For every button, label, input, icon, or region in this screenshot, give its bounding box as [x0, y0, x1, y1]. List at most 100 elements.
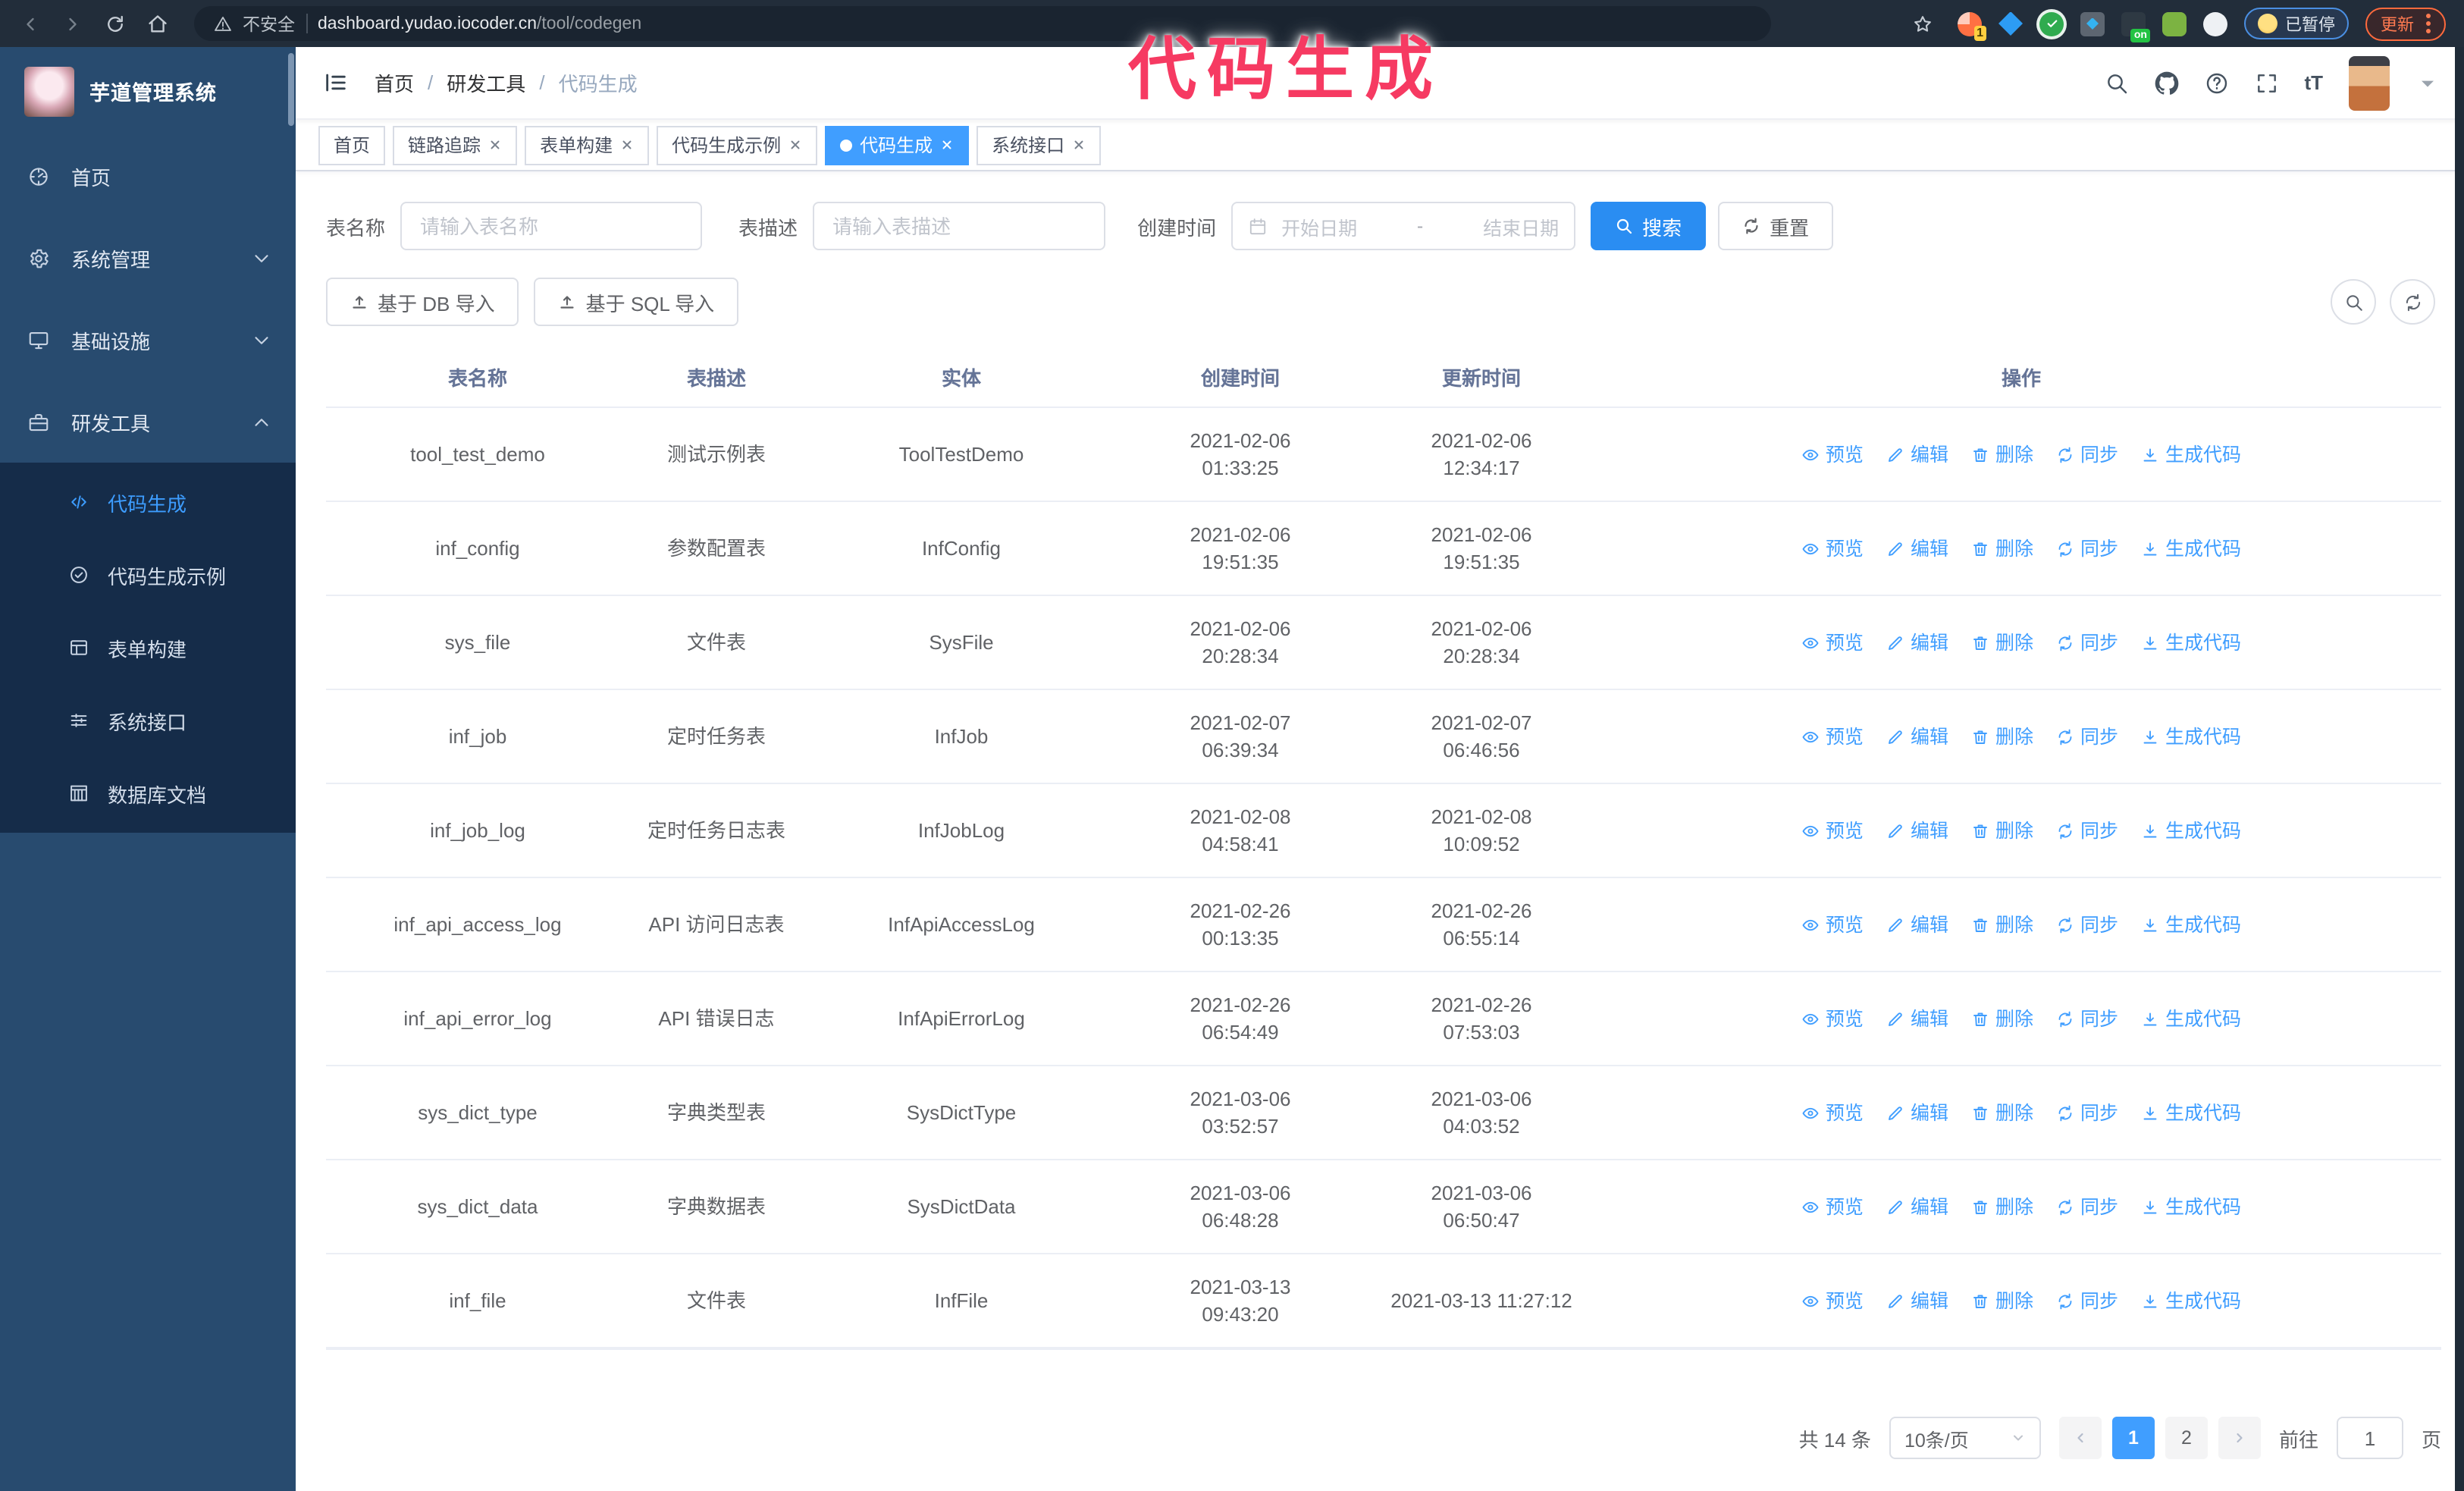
tab-codegen[interactable]: 代码生成 — [825, 125, 970, 165]
hamburger-icon[interactable] — [311, 58, 359, 107]
fullscreen-icon[interactable] — [2254, 71, 2278, 95]
app-logo[interactable]: 芋道管理系统 — [0, 47, 296, 135]
sidebar-item-codegen-example[interactable]: 代码生成示例 — [0, 538, 296, 611]
github-icon[interactable] — [2154, 71, 2178, 95]
sidebar-item-devtools[interactable]: 研发工具 — [0, 381, 296, 463]
browser-update-button[interactable]: 更新 — [2365, 7, 2446, 40]
search-icon[interactable] — [2104, 71, 2128, 95]
delete-link[interactable]: 删除 — [1971, 911, 2033, 938]
tab-home[interactable]: 首页 — [318, 125, 386, 165]
date-range-picker[interactable]: 开始日期 - 结束日期 — [1231, 202, 1576, 250]
sync-link[interactable]: 同步 — [2056, 535, 2118, 562]
sync-link[interactable]: 同步 — [2056, 1193, 2118, 1220]
extension-icon-orange[interactable]: 1 — [1958, 11, 1986, 40]
sync-link[interactable]: 同步 — [2056, 1099, 2118, 1126]
extension-icon-dark[interactable]: on — [2121, 11, 2150, 42]
reset-button[interactable]: 重置 — [1718, 202, 1834, 250]
sidebar-item-system[interactable]: 系统管理 — [0, 217, 296, 299]
close-icon[interactable] — [1072, 138, 1086, 152]
sidebar-item-db-doc[interactable]: 数据库文档 — [0, 757, 296, 830]
extension-icon-puzzle[interactable] — [2203, 11, 2227, 36]
extension-icon-green[interactable] — [2162, 11, 2187, 36]
edit-link[interactable]: 编辑 — [1886, 535, 1948, 562]
close-icon[interactable] — [788, 138, 802, 152]
security-label[interactable]: 不安全 — [243, 16, 295, 34]
caret-down-icon[interactable] — [2415, 71, 2440, 95]
generate-code-link[interactable]: 生成代码 — [2141, 1287, 2241, 1314]
generate-code-link[interactable]: 生成代码 — [2141, 911, 2241, 938]
edit-link[interactable]: 编辑 — [1886, 1287, 1948, 1314]
browser-home-button[interactable] — [140, 5, 176, 42]
sync-link[interactable]: 同步 — [2056, 911, 2118, 938]
delete-link[interactable]: 删除 — [1971, 535, 2033, 562]
preview-link[interactable]: 预览 — [1801, 629, 1864, 656]
generate-code-link[interactable]: 生成代码 — [2141, 535, 2241, 562]
sidebar-item-system-api[interactable]: 系统接口 — [0, 684, 296, 757]
goto-page-input[interactable] — [2336, 1417, 2403, 1459]
delete-link[interactable]: 删除 — [1971, 629, 2033, 656]
extension-icon-grid[interactable] — [2080, 11, 2105, 36]
window-scrollbar[interactable] — [2455, 47, 2464, 1491]
sidebar-item-form-builder[interactable]: 表单构建 — [0, 611, 296, 684]
browser-back-button[interactable] — [12, 5, 49, 42]
preview-link[interactable]: 预览 — [1801, 535, 1864, 562]
tab-tracing[interactable]: 链路追踪 — [393, 125, 518, 165]
end-date-placeholder[interactable]: 结束日期 — [1483, 218, 1560, 239]
preview-link[interactable]: 预览 — [1801, 1287, 1864, 1314]
tab-form-builder[interactable]: 表单构建 — [525, 125, 650, 165]
generate-code-link[interactable]: 生成代码 — [2141, 1005, 2241, 1032]
preview-link[interactable]: 预览 — [1801, 1005, 1864, 1032]
prev-page-button[interactable] — [2058, 1417, 2102, 1459]
next-page-button[interactable] — [2218, 1417, 2261, 1459]
start-date-placeholder[interactable]: 开始日期 — [1281, 218, 1358, 239]
generate-code-link[interactable]: 生成代码 — [2141, 629, 2241, 656]
sync-link[interactable]: 同步 — [2056, 723, 2118, 750]
sync-link[interactable]: 同步 — [2056, 441, 2118, 468]
generate-code-link[interactable]: 生成代码 — [2141, 723, 2241, 750]
paused-extension-pill[interactable]: 已暂停 — [2244, 8, 2349, 39]
page-button-2[interactable]: 2 — [2165, 1417, 2208, 1459]
browser-forward-button[interactable] — [55, 5, 91, 42]
generate-code-link[interactable]: 生成代码 — [2141, 441, 2241, 468]
import-db-button[interactable]: 基于 DB 导入 — [326, 278, 519, 326]
sync-link[interactable]: 同步 — [2056, 1005, 2118, 1032]
page-size-select[interactable]: 10条/页 — [1889, 1417, 2041, 1459]
table-desc-input[interactable] — [813, 202, 1106, 250]
tab-system-api[interactable]: 系统接口 — [977, 125, 1102, 165]
sync-link[interactable]: 同步 — [2056, 629, 2118, 656]
extension-icon-check[interactable] — [2039, 11, 2064, 36]
delete-link[interactable]: 删除 — [1971, 441, 2033, 468]
edit-link[interactable]: 编辑 — [1886, 723, 1948, 750]
toggle-search-button[interactable] — [2331, 279, 2376, 325]
close-icon[interactable] — [940, 138, 954, 152]
preview-link[interactable]: 预览 — [1801, 723, 1864, 750]
close-icon[interactable] — [488, 138, 502, 152]
search-button[interactable]: 搜索 — [1591, 202, 1707, 250]
delete-link[interactable]: 删除 — [1971, 723, 2033, 750]
edit-link[interactable]: 编辑 — [1886, 441, 1948, 468]
preview-link[interactable]: 预览 — [1801, 441, 1864, 468]
url-bar[interactable]: 不安全 dashboard.yudao.iocoder.cn/tool/code… — [194, 6, 1771, 41]
generate-code-link[interactable]: 生成代码 — [2141, 1193, 2241, 1220]
edit-link[interactable]: 编辑 — [1886, 1099, 1948, 1126]
delete-link[interactable]: 删除 — [1971, 1287, 2033, 1314]
breadcrumb-home[interactable]: 首页 — [375, 73, 415, 96]
preview-link[interactable]: 预览 — [1801, 1099, 1864, 1126]
bookmark-star-icon[interactable] — [1904, 5, 1941, 42]
sidebar-item-infra[interactable]: 基础设施 — [0, 299, 296, 381]
generate-code-link[interactable]: 生成代码 — [2141, 1099, 2241, 1126]
preview-link[interactable]: 预览 — [1801, 911, 1864, 938]
table-name-input[interactable] — [400, 202, 703, 250]
preview-link[interactable]: 预览 — [1801, 1193, 1864, 1220]
sync-link[interactable]: 同步 — [2056, 1287, 2118, 1314]
preview-link[interactable]: 预览 — [1801, 817, 1864, 844]
sidebar-scrollbar[interactable] — [288, 53, 294, 126]
breadcrumb-section[interactable]: 研发工具 — [447, 73, 526, 96]
edit-link[interactable]: 编辑 — [1886, 629, 1948, 656]
delete-link[interactable]: 删除 — [1971, 1099, 2033, 1126]
page-button-1[interactable]: 1 — [2111, 1417, 2155, 1459]
refresh-table-button[interactable] — [2390, 279, 2435, 325]
generate-code-link[interactable]: 生成代码 — [2141, 817, 2241, 844]
sidebar-item-home[interactable]: 首页 — [0, 135, 296, 217]
delete-link[interactable]: 删除 — [1971, 1193, 2033, 1220]
